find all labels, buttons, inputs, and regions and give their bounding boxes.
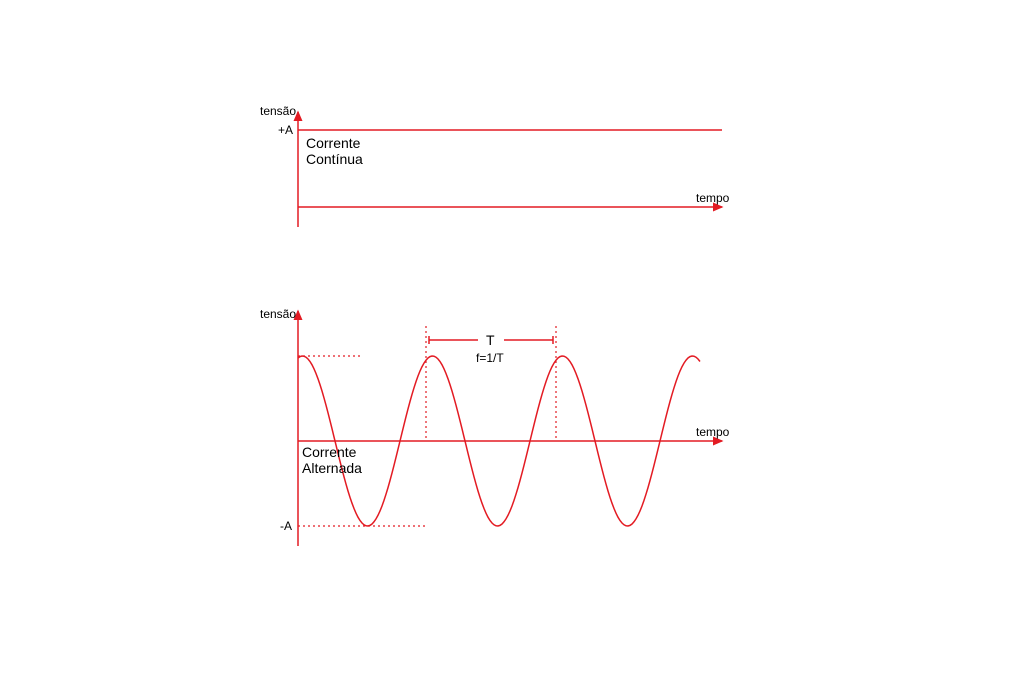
dc-y-axis-label: tensão [260,104,296,118]
dc-x-axis-label: tempo [696,191,730,205]
dc-title-line1: Corrente [306,135,361,151]
ac-frequency-formula: f=1/T [476,351,504,365]
ac-period-label-T: T [486,332,495,348]
ac-y-axis-label: tensão [260,307,296,321]
ac-chart: T f=1/T tensão tempo -A Corrente Alterna… [260,307,730,546]
ac-x-axis-label: tempo [696,425,730,439]
ac-title-line2: Alternada [302,460,362,476]
ac-neg-amp-label: -A [280,519,292,533]
ac-title-line1: Corrente [302,444,357,460]
dc-amplitude-label: +A [278,123,293,137]
dc-title-line2: Contínua [306,151,363,167]
current-types-diagram: tensão +A tempo Corrente Contínua T f=1/… [0,0,1024,683]
diagram-container: { "canvas": { "width": 1024, "height": 6… [0,0,1024,683]
dc-chart: tensão +A tempo Corrente Contínua [260,104,730,227]
